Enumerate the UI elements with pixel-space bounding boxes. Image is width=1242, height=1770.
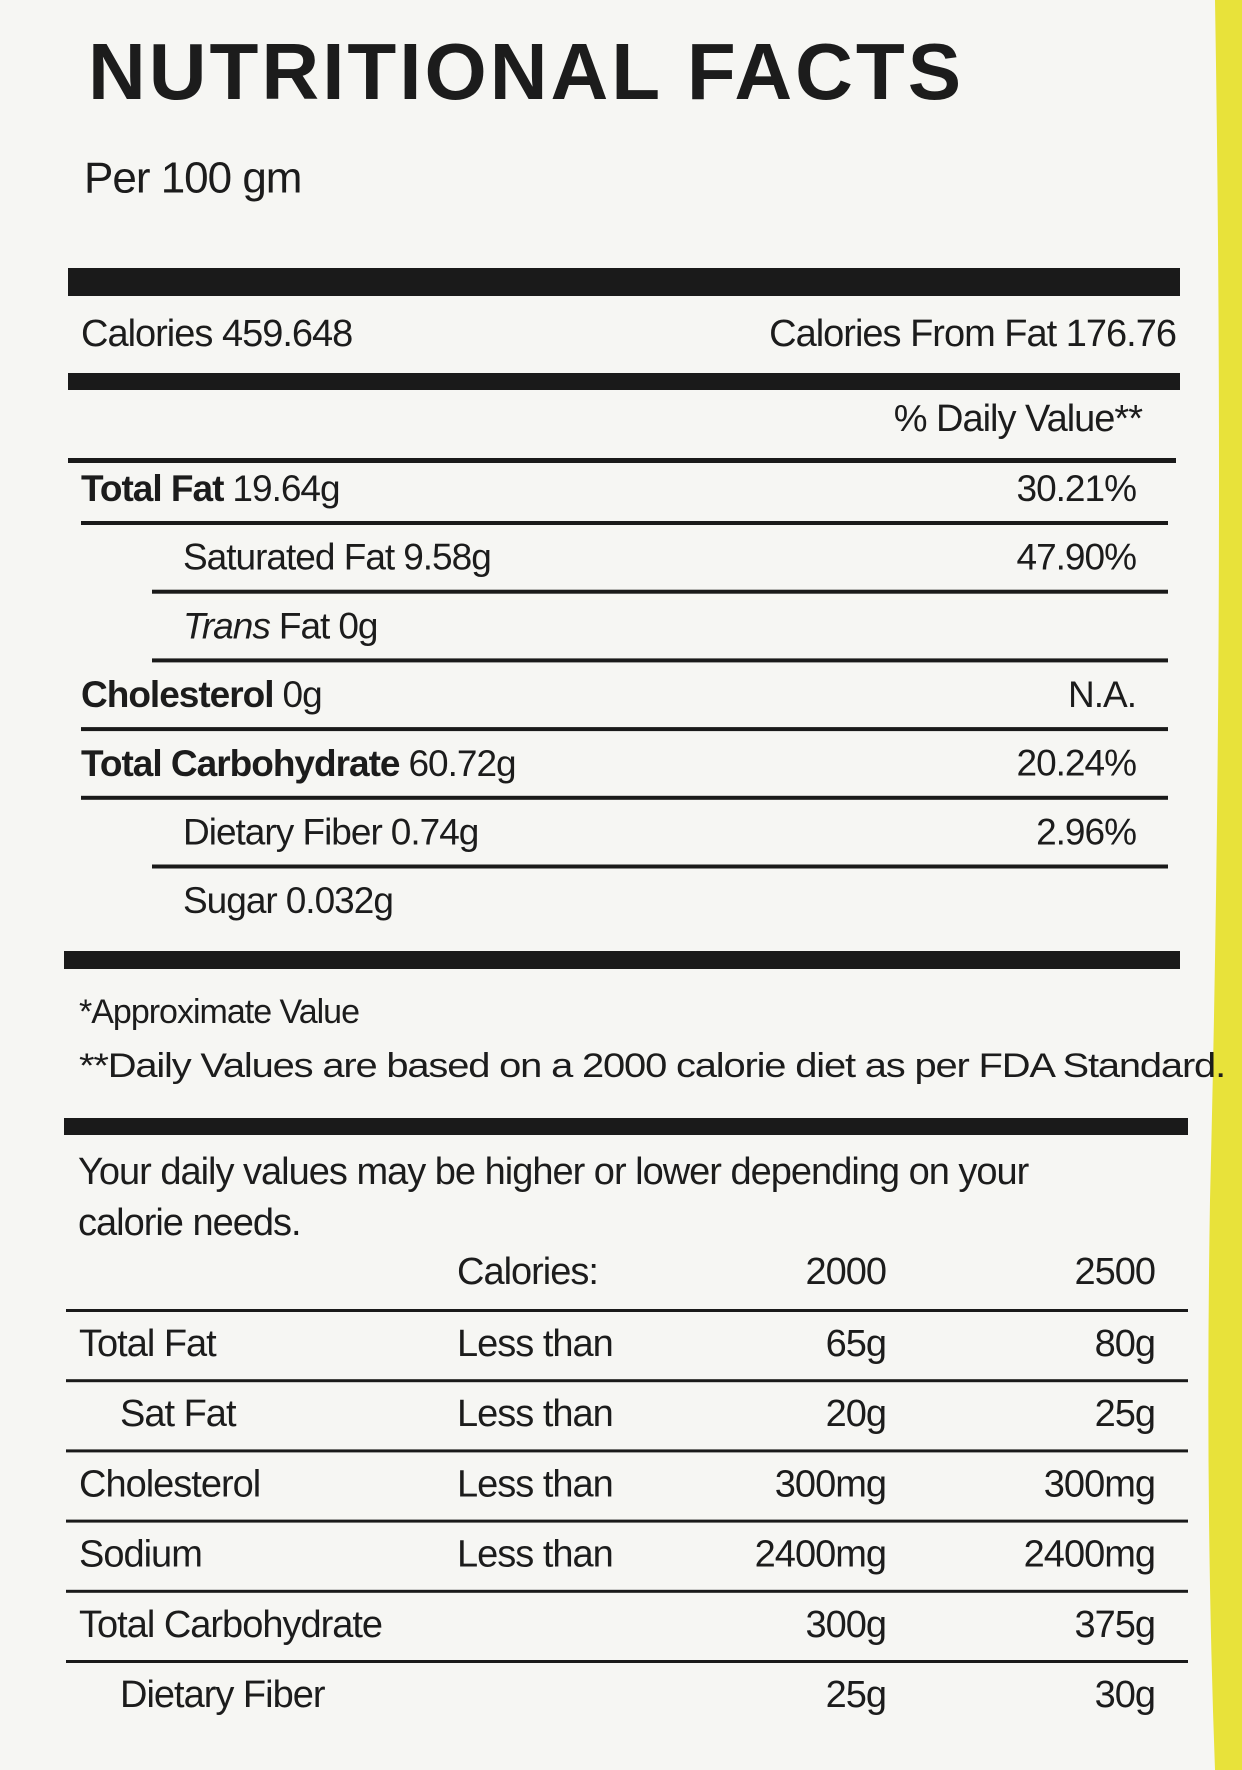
rule [66,1589,1188,1593]
nutrient-name: Saturated Fat [183,536,396,577]
nutrient-name: Fat [279,605,331,646]
nutrient-italic: Trans [183,605,270,646]
ref-cell: 30g [1095,1674,1155,1716]
daily-value: 20.24% [1017,743,1137,784]
ref-cell: Sodium [79,1534,202,1576]
calories-from-fat: Calories From Fat 176.76 [769,313,1176,355]
nutrient-amount: 19.64g [232,468,339,509]
ref-header: 2500 [1074,1251,1155,1293]
nutrient-row: Saturated Fat 9.58g [183,536,491,577]
daily-note: calorie needs. [78,1202,301,1244]
ref-cell: Sat Fat [120,1393,237,1435]
nutrient-row: Total Fat 19.64g [81,468,340,509]
rule [66,1449,1188,1453]
rule [152,589,1168,594]
ref-cell: 25g [1095,1393,1155,1435]
ref-cell: 65g [826,1323,886,1365]
rule [152,864,1168,869]
rule [68,458,1176,463]
ref-cell: Less than [457,1534,613,1576]
nutrient-row: Cholesterol 0g [81,674,322,715]
ref-cell: 300mg [775,1463,886,1505]
ref-header: 2000 [805,1251,886,1293]
daily-value-header: % Daily Value** [894,398,1144,440]
nutrient-name: Cholesterol [81,674,274,715]
rule [81,521,1168,525]
ref-cell: Dietary Fiber [120,1674,326,1716]
footnote: *Approximate Value [79,993,359,1031]
nutrient-amount: 9.58g [403,536,491,577]
ref-cell: Less than [457,1323,613,1365]
nutrient-amount: 0.032g [286,880,393,921]
nutrient-row: Trans Fat 0g [183,605,377,646]
thick-rule [68,373,1180,390]
rule [152,658,1168,663]
ref-cell: 300mg [1044,1463,1155,1505]
serving: Per 100 gm [84,154,301,203]
ref-cell: 25g [826,1674,886,1716]
daily-value: 30.21% [1017,468,1137,509]
ref-cell: Less than [457,1463,613,1505]
ref-cell: Less than [457,1393,613,1435]
ref-cell: 2400mg [755,1534,886,1576]
nutrient-row: Sugar 0.032g [183,880,393,921]
nutrient-name: Sugar [183,880,277,921]
ref-cell: 375g [1074,1604,1155,1646]
nutrient-row: Dietary Fiber 0.74g [183,811,478,852]
calories: Calories 459.648 [81,313,352,355]
nutrient-name: Dietary Fiber [183,811,382,852]
rule [81,727,1168,732]
ref-cell: Total Fat [79,1323,217,1365]
thick-rule [68,268,1180,296]
nutrient-row: Total Carbohydrate 60.72g [81,743,516,784]
daily-value: 47.90% [1017,536,1137,577]
title: NUTRITIONAL FACTS [88,27,964,116]
nutrient-name: Total Carbohydrate [81,743,400,784]
rule [66,1519,1188,1523]
ref-cell: Cholesterol [79,1463,260,1505]
thick-rule [64,951,1180,969]
daily-value: N.A. [1068,674,1136,715]
rule [66,1379,1188,1383]
daily-note: Your daily values may be higher or lower… [78,1151,1030,1193]
footnote: **Daily Values are based on a 2000 calor… [79,1047,1225,1085]
ref-header: Calories: [457,1251,598,1293]
ref-cell: 300g [805,1604,886,1646]
rule [66,1309,1188,1312]
nutrient-amount: 0g [283,674,322,715]
thick-rule [64,1118,1188,1135]
nutrient-amount: 60.72g [408,743,515,784]
ref-cell: 2400mg [1024,1534,1155,1576]
rule [81,795,1168,800]
nutrient-name: Total Fat [81,468,224,509]
daily-value: 2.96% [1036,811,1136,852]
ref-cell: 80g [1095,1323,1155,1365]
rule [66,1660,1188,1663]
ref-cell: Total Carbohydrate [79,1604,382,1646]
nutrient-amount: 0.74g [391,811,479,852]
nutrient-amount: 0g [338,605,377,646]
ref-cell: 20g [826,1393,886,1435]
